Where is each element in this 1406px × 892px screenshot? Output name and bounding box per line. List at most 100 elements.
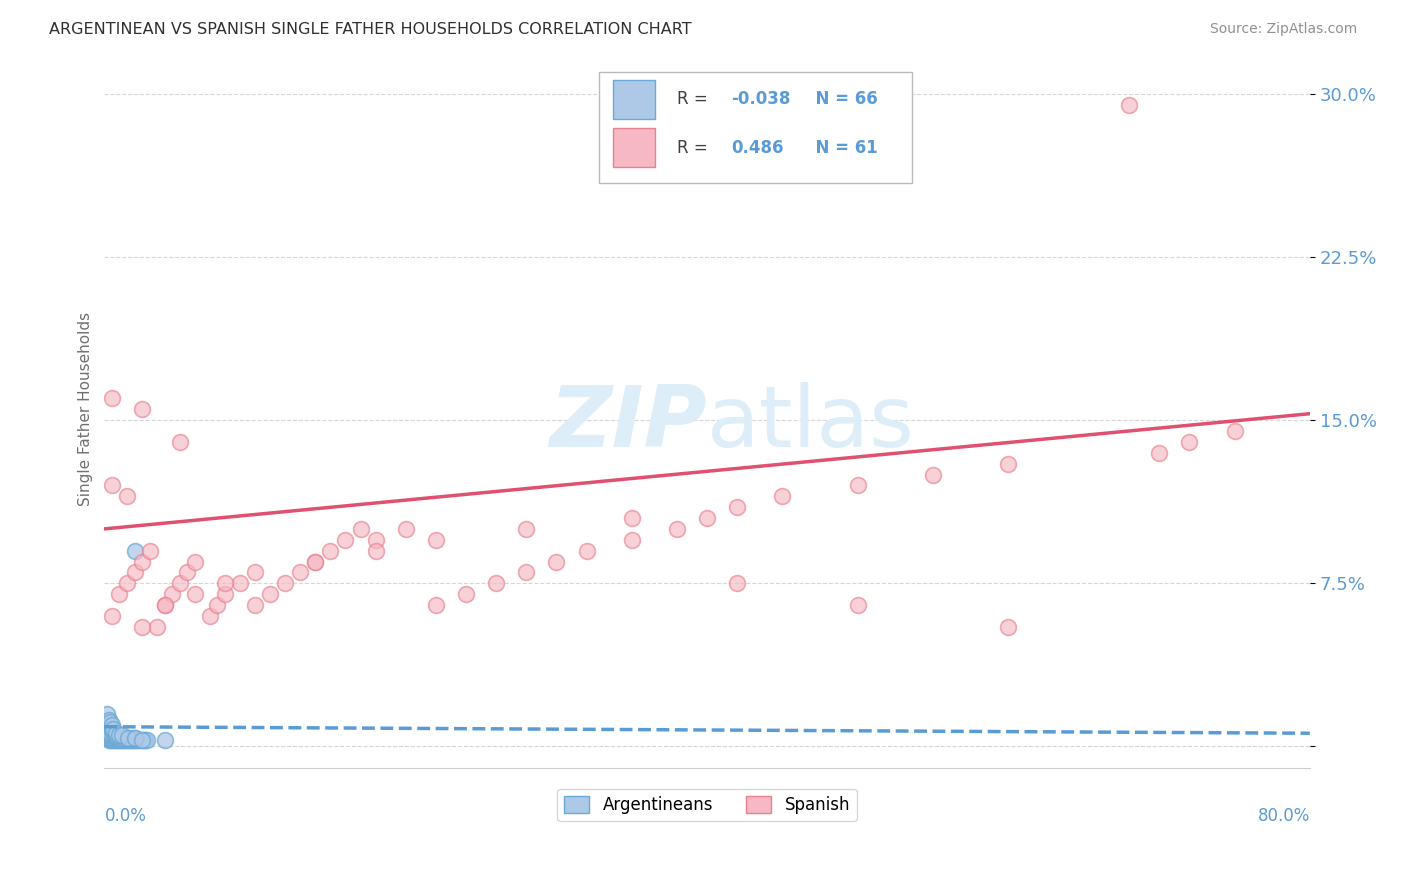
Point [117,732,139,747]
Point [111,731,134,745]
Point [103,722,125,736]
Point [101,731,124,745]
Point [364,533,387,547]
Point [97,724,120,739]
Text: Source: ZipAtlas.com: Source: ZipAtlas.com [1209,22,1357,37]
Point [124,731,146,745]
Point [259,587,281,601]
Point [922,467,945,482]
Point [97,724,120,739]
Point [103,726,125,740]
Point [243,598,266,612]
Point [620,533,643,547]
Point [100,726,122,740]
Point [515,522,537,536]
Point [124,543,146,558]
Bar [613,128,655,167]
Point [96,720,118,734]
Point [515,566,537,580]
Text: R =: R = [676,138,713,156]
Point [395,522,418,536]
Point [131,732,153,747]
Point [105,731,128,745]
Point [101,724,124,739]
Point [131,402,153,417]
Point [214,576,236,591]
Point [94,722,117,736]
Point [104,732,127,747]
Point [105,728,128,742]
Point [335,533,357,547]
Point [1118,98,1140,112]
Text: atlas: atlas [707,382,915,466]
Point [214,587,236,601]
Bar [613,79,655,120]
Point [107,731,129,745]
Point [153,598,176,612]
Point [111,732,134,747]
Point [229,576,252,591]
Point [997,457,1019,471]
Point [128,732,150,747]
Point [108,728,131,742]
Point [169,576,191,591]
Point [138,543,160,558]
Point [107,732,129,747]
Point [364,543,387,558]
Point [122,732,145,747]
Point [725,576,748,591]
Point [100,731,122,745]
Point [97,732,120,747]
Point [176,566,198,580]
Point [1178,434,1201,449]
Point [454,587,477,601]
Point [115,489,138,503]
Point [319,543,342,558]
Point [124,731,146,745]
Point [121,731,143,745]
Point [101,728,124,742]
Point [134,732,156,747]
Point [103,732,125,747]
Point [117,731,139,745]
Point [131,732,153,747]
Point [101,717,124,731]
Point [1223,424,1246,438]
Point [125,732,148,747]
Point [135,732,157,747]
Point [696,511,718,525]
Point [105,726,128,740]
Point [425,533,447,547]
Point [304,554,326,568]
Point [146,620,169,634]
Point [108,732,131,747]
Point [620,511,643,525]
Text: N = 66: N = 66 [804,90,877,109]
Point [105,732,128,747]
Point [101,392,124,406]
Y-axis label: Single Father Households: Single Father Households [79,312,93,507]
Point [114,731,136,745]
Text: ZIP: ZIP [550,382,707,466]
Point [117,731,139,745]
Point [97,728,120,742]
Point [121,732,143,747]
Point [546,554,568,568]
Point [101,732,124,747]
Point [96,726,118,740]
Point [110,732,132,747]
Point [124,566,146,580]
Point [575,543,598,558]
Point [846,478,869,492]
Point [96,731,118,745]
Point [997,620,1019,634]
Point [127,732,149,747]
Point [725,500,748,515]
Point [115,732,138,747]
Point [108,587,131,601]
Text: 0.0%: 0.0% [104,807,146,825]
Point [108,731,131,745]
Point [100,726,122,740]
FancyBboxPatch shape [599,72,912,184]
Point [160,587,183,601]
